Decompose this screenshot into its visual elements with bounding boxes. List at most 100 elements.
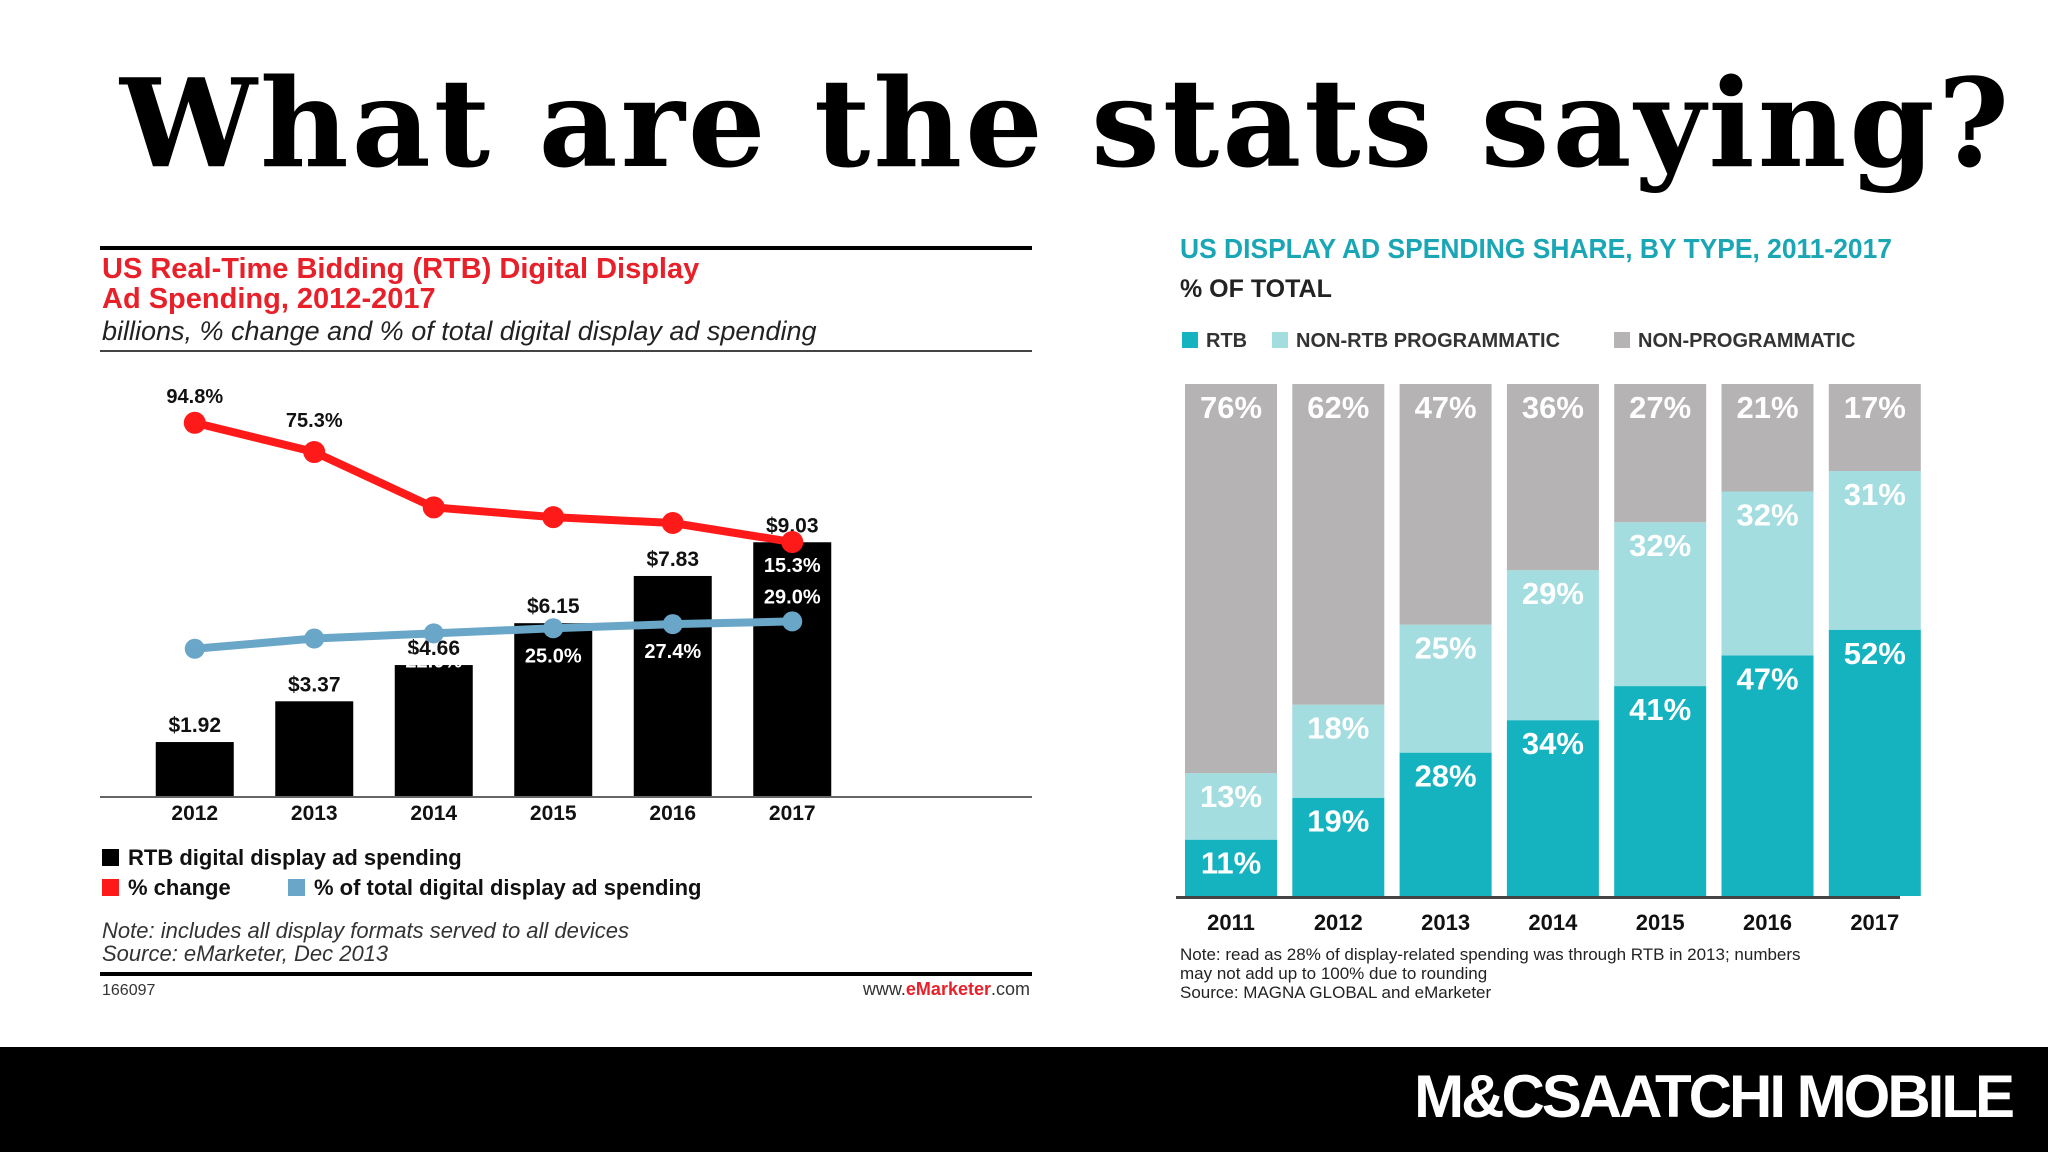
subtitle-rule bbox=[100, 350, 1032, 352]
plot-area: $1.92 2012 $3.37 2013 $4.66 2014 $6.15 2015 $7.8… bbox=[100, 386, 1032, 825]
share-value-label: 13.0% bbox=[166, 666, 223, 688]
plot-area: 11% 13% 76% 2011 19% 18% 62% 2012 28% 25% 47% 2013 3… bbox=[1176, 384, 1921, 935]
segment-value-label: 13% bbox=[1200, 779, 1262, 814]
share-point bbox=[662, 614, 683, 635]
x-tick-label: 2012 bbox=[1314, 910, 1363, 935]
segment-value-label: 21% bbox=[1736, 390, 1798, 425]
top-rule bbox=[100, 246, 1032, 250]
x-tick-label: 2015 bbox=[1636, 910, 1685, 935]
share-value-label: 22.0% bbox=[405, 650, 462, 672]
bar-value-label: $6.15 bbox=[527, 595, 580, 618]
site-prefix: www. bbox=[862, 979, 906, 999]
footer-bar: M&CSAATCHI MOBILE bbox=[0, 1047, 2048, 1152]
legend-label: NON-RTB PROGRAMMATIC bbox=[1296, 330, 1560, 352]
change-point bbox=[542, 506, 565, 529]
rtb-spending-chart: US Real-Time Bidding (RTB) Digital Displ… bbox=[100, 246, 1032, 999]
segment-value-label: 41% bbox=[1629, 692, 1691, 727]
segment-non-rtb-programmatic-2014 bbox=[1506, 570, 1599, 721]
share-point bbox=[304, 628, 325, 649]
change-point bbox=[303, 441, 326, 464]
legend-swatch-bars bbox=[102, 849, 119, 866]
bar-2014 bbox=[394, 665, 473, 796]
segment-rtb-2011 bbox=[1185, 839, 1277, 896]
bar-2016 bbox=[633, 575, 712, 796]
segment-non-rtb-programmatic-2017 bbox=[1828, 471, 1921, 630]
segment-non-rtb-programmatic-2015 bbox=[1614, 522, 1707, 687]
x-tick-label: 2013 bbox=[291, 802, 338, 825]
x-tick-label: 2015 bbox=[530, 802, 577, 825]
x-tick-label: 2012 bbox=[171, 802, 218, 825]
site-suffix: .com bbox=[991, 979, 1030, 999]
x-tick-label: 2016 bbox=[1743, 910, 1792, 935]
share-value-label: 27.4% bbox=[644, 641, 701, 663]
legend-swatch-0 bbox=[1182, 332, 1198, 348]
segment-rtb-2012 bbox=[1292, 797, 1385, 896]
chart-subtitle: % OF TOTAL bbox=[1180, 275, 1332, 303]
segment-non-rtb-programmatic-2012 bbox=[1292, 704, 1385, 798]
segment-value-label: 62% bbox=[1307, 390, 1369, 425]
segment-non-programmatic-2013 bbox=[1399, 384, 1492, 625]
source-line: Source: eMarketer, Dec 2013 bbox=[102, 941, 389, 966]
x-tick-label: 2011 bbox=[1207, 910, 1255, 935]
chart-id: 166097 bbox=[102, 982, 155, 999]
segment-value-label: 29% bbox=[1522, 576, 1584, 611]
x-tick-label: 2014 bbox=[1528, 910, 1578, 935]
legend-label-share: % of total digital display ad spending bbox=[314, 875, 701, 900]
segment-non-programmatic-2011 bbox=[1185, 384, 1277, 774]
x-tick-label: 2017 bbox=[769, 802, 816, 825]
segment-non-rtb-programmatic-2013 bbox=[1399, 624, 1492, 753]
legend: RTB NON-RTB PROGRAMMATIC NON-PROGRAMMATIC bbox=[1182, 330, 1855, 352]
change-value-label: 75.3% bbox=[286, 410, 343, 432]
share-point bbox=[184, 638, 205, 659]
segment-rtb-2013 bbox=[1399, 752, 1492, 896]
chart-title: US DISPLAY AD SPENDING SHARE, BY TYPE, 2… bbox=[1180, 233, 1892, 264]
segment-value-label: 28% bbox=[1415, 759, 1477, 794]
chart-subtitle: billions, % change and % of total digita… bbox=[102, 316, 816, 346]
bottom-rule bbox=[100, 972, 1032, 976]
bar-value-label: $3.37 bbox=[288, 673, 341, 696]
share-point bbox=[782, 611, 803, 632]
segment-value-label: 19% bbox=[1307, 804, 1369, 839]
change-point bbox=[781, 531, 804, 554]
bar-value-label: $4.66 bbox=[407, 637, 460, 660]
brand-logo: M&CSAATCHI MOBILE bbox=[1414, 1063, 2015, 1130]
segment-value-label: 31% bbox=[1844, 477, 1906, 512]
change-value-label: 38.4% bbox=[405, 520, 462, 542]
x-axis-line bbox=[1176, 896, 1900, 899]
share-value-label: 25.0% bbox=[525, 645, 582, 667]
x-tick-label: 2017 bbox=[1850, 910, 1899, 935]
segment-rtb-2014 bbox=[1506, 720, 1599, 896]
legend-label: RTB bbox=[1206, 330, 1247, 352]
change-value-label: 94.8% bbox=[166, 386, 223, 408]
legend: RTB digital display ad spending % change%… bbox=[102, 845, 701, 900]
segment-non-rtb-programmatic-2011 bbox=[1185, 773, 1277, 840]
segment-rtb-2016 bbox=[1721, 655, 1814, 896]
site-brand: eMarketer bbox=[906, 979, 991, 999]
bar-2013 bbox=[275, 701, 354, 796]
segment-value-label: 18% bbox=[1307, 711, 1369, 746]
legend-swatch-1 bbox=[1272, 332, 1288, 348]
segment-non-programmatic-2015 bbox=[1614, 384, 1707, 523]
share-line bbox=[194, 617, 793, 653]
chart-title-line-2: Ad Spending, 2012-2017 bbox=[102, 283, 436, 315]
legend-label-change: % change bbox=[128, 875, 231, 900]
segment-value-label: 11% bbox=[1201, 846, 1261, 881]
change-value-label: 31.9% bbox=[525, 475, 582, 497]
segment-rtb-2017 bbox=[1828, 629, 1921, 896]
segment-value-label: 32% bbox=[1736, 498, 1798, 533]
change-point bbox=[661, 512, 684, 534]
bar-value-label: $9.03 bbox=[766, 514, 819, 537]
legend-swatch-share bbox=[288, 879, 305, 896]
segment-value-label: 34% bbox=[1522, 726, 1584, 761]
bar-2017 bbox=[753, 542, 832, 796]
legend-swatch-2 bbox=[1614, 332, 1630, 348]
x-tick-label: 2014 bbox=[410, 802, 457, 825]
note-line: Note: includes all display formats serve… bbox=[102, 918, 629, 943]
change-point bbox=[422, 496, 445, 519]
bar-value-label: $1.92 bbox=[168, 714, 221, 737]
segment-non-programmatic-2016 bbox=[1721, 384, 1814, 492]
legend-label: NON-PROGRAMMATIC bbox=[1638, 330, 1855, 352]
share-point bbox=[423, 623, 444, 644]
segment-value-label: 36% bbox=[1522, 390, 1584, 425]
change-point bbox=[183, 411, 206, 434]
